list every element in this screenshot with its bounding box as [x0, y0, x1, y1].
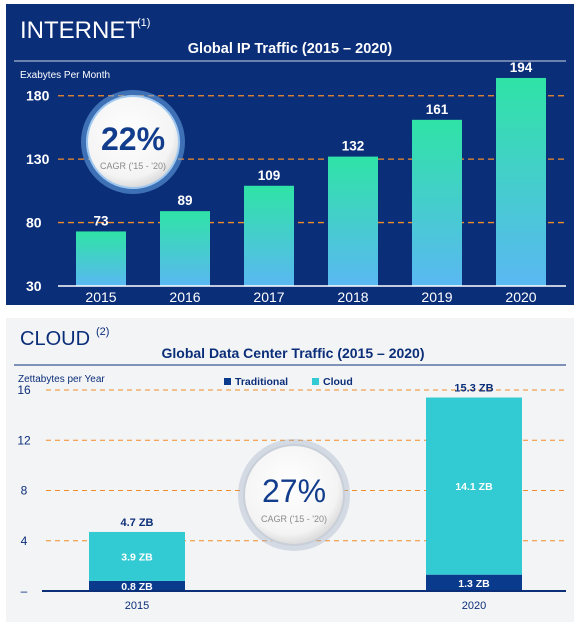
legend-swatch-cloud [312, 378, 319, 385]
internet-x-tick-label: 2016 [169, 289, 200, 305]
internet-bars [76, 77, 546, 287]
internet-x-ticks: 2015 2016 2017 2018 2019 2020 [85, 289, 536, 305]
cloud-legend: Traditional Cloud [224, 376, 353, 388]
internet-value-label: 194 [510, 60, 533, 75]
internet-bar-2016 [160, 211, 210, 286]
internet-x-tick-label: 2020 [505, 289, 536, 305]
cloud-y-tick-label: 12 [17, 433, 31, 447]
internet-footnote: (1) [137, 17, 150, 29]
internet-x-tick-label: 2019 [421, 289, 452, 305]
cloud-badge-value: 27% [262, 473, 326, 509]
cloud-heading: CLOUD [20, 328, 90, 350]
legend-label-cloud: Cloud [323, 376, 353, 388]
cloud-bars [89, 397, 522, 591]
internet-value-label: 161 [426, 102, 449, 117]
internet-value-label: 89 [177, 193, 192, 208]
internet-ylabel: Exabytes Per Month [20, 70, 110, 81]
cloud-badge-label: CAGR ('15 - '20) [261, 514, 327, 524]
internet-heading: INTERNET [20, 17, 140, 44]
internet-y-tick-label: 80 [26, 215, 42, 231]
internet-x-tick-label: 2015 [85, 289, 116, 305]
internet-panel: INTERNET (1) Global IP Traffic (2015 – 2… [6, 4, 574, 305]
cloud-footnote: (2) [96, 326, 109, 338]
internet-value-label: 132 [342, 139, 365, 154]
cloud-y-tick-label: 16 [17, 383, 31, 397]
internet-badge-label: CAGR ('15 - '20) [100, 161, 166, 171]
cloud-panel: CLOUD (2) Global Data Center Traffic (20… [6, 318, 574, 622]
cloud-bar-traditional-2015 [89, 580, 185, 591]
cloud-total-label: 15.3 ZB [454, 383, 493, 395]
cloud-ylabel: Zettabytes per Year [18, 374, 105, 385]
internet-value-label: 109 [258, 168, 281, 183]
internet-bar-2018 [328, 156, 378, 286]
internet-y-tick-label: 30 [26, 278, 42, 294]
cloud-y-ticks: – 4 8 12 16 [17, 383, 31, 598]
internet-x-tick-label: 2017 [253, 289, 284, 305]
cloud-x-ticks: 2015 2020 [125, 600, 486, 612]
cloud-segment-label: 3.9 ZB [121, 551, 153, 563]
internet-y-tick-label: 180 [26, 88, 50, 104]
cloud-x-tick-label: 2020 [462, 600, 486, 612]
cloud-chart: CLOUD (2) Global Data Center Traffic (20… [14, 326, 566, 612]
cloud-value-labels: 0.8 ZB 3.9 ZB 4.7 ZB 1.3 ZB 14.1 ZB 15.3 ZB [120, 383, 493, 593]
cloud-segment-label: 0.8 ZB [121, 581, 153, 593]
cloud-badge-circle [243, 444, 345, 546]
cloud-subtitle: Global Data Center Traffic (2015 – 2020) [162, 345, 425, 361]
cloud-cagr-badge: 27% CAGR ('15 - '20) [238, 439, 350, 551]
cloud-y-tick-label: – [21, 584, 28, 598]
internet-subtitle: Global IP Traffic (2015 – 2020) [188, 41, 393, 57]
internet-bar-2019 [412, 119, 462, 287]
internet-value-label: 73 [93, 213, 109, 228]
internet-chart: INTERNET (1) Global IP Traffic (2015 – 2… [14, 17, 566, 305]
internet-y-ticks: 30 80 130 180 [26, 88, 50, 294]
cloud-bar-traditional-2020 [426, 574, 522, 591]
cloud-bar-cloud-2020 [426, 397, 522, 575]
cloud-bar-cloud-2015 [89, 531, 185, 581]
cloud-segment-label: 1.3 ZB [458, 578, 490, 590]
cloud-x-tick-label: 2015 [125, 600, 149, 612]
internet-badge-value: 22% [101, 121, 165, 157]
legend-swatch-traditional [224, 378, 231, 385]
cloud-segment-label: 14.1 ZB [455, 481, 493, 493]
internet-cagr-badge: 22% CAGR ('15 - '20) [81, 90, 185, 194]
internet-bar-2020 [496, 77, 546, 286]
legend-label-traditional: Traditional [235, 376, 288, 388]
cloud-total-label: 4.7 ZB [120, 517, 153, 529]
internet-y-tick-label: 130 [26, 151, 50, 167]
cloud-y-tick-label: 4 [21, 534, 28, 548]
internet-value-labels: 73 89 109 132 161 194 [93, 60, 532, 228]
internet-x-tick-label: 2018 [337, 289, 368, 305]
internet-badge-circle [86, 95, 180, 189]
cloud-y-tick-label: 8 [21, 484, 28, 498]
internet-bar-2015 [76, 231, 126, 286]
internet-bar-2017 [244, 185, 294, 286]
